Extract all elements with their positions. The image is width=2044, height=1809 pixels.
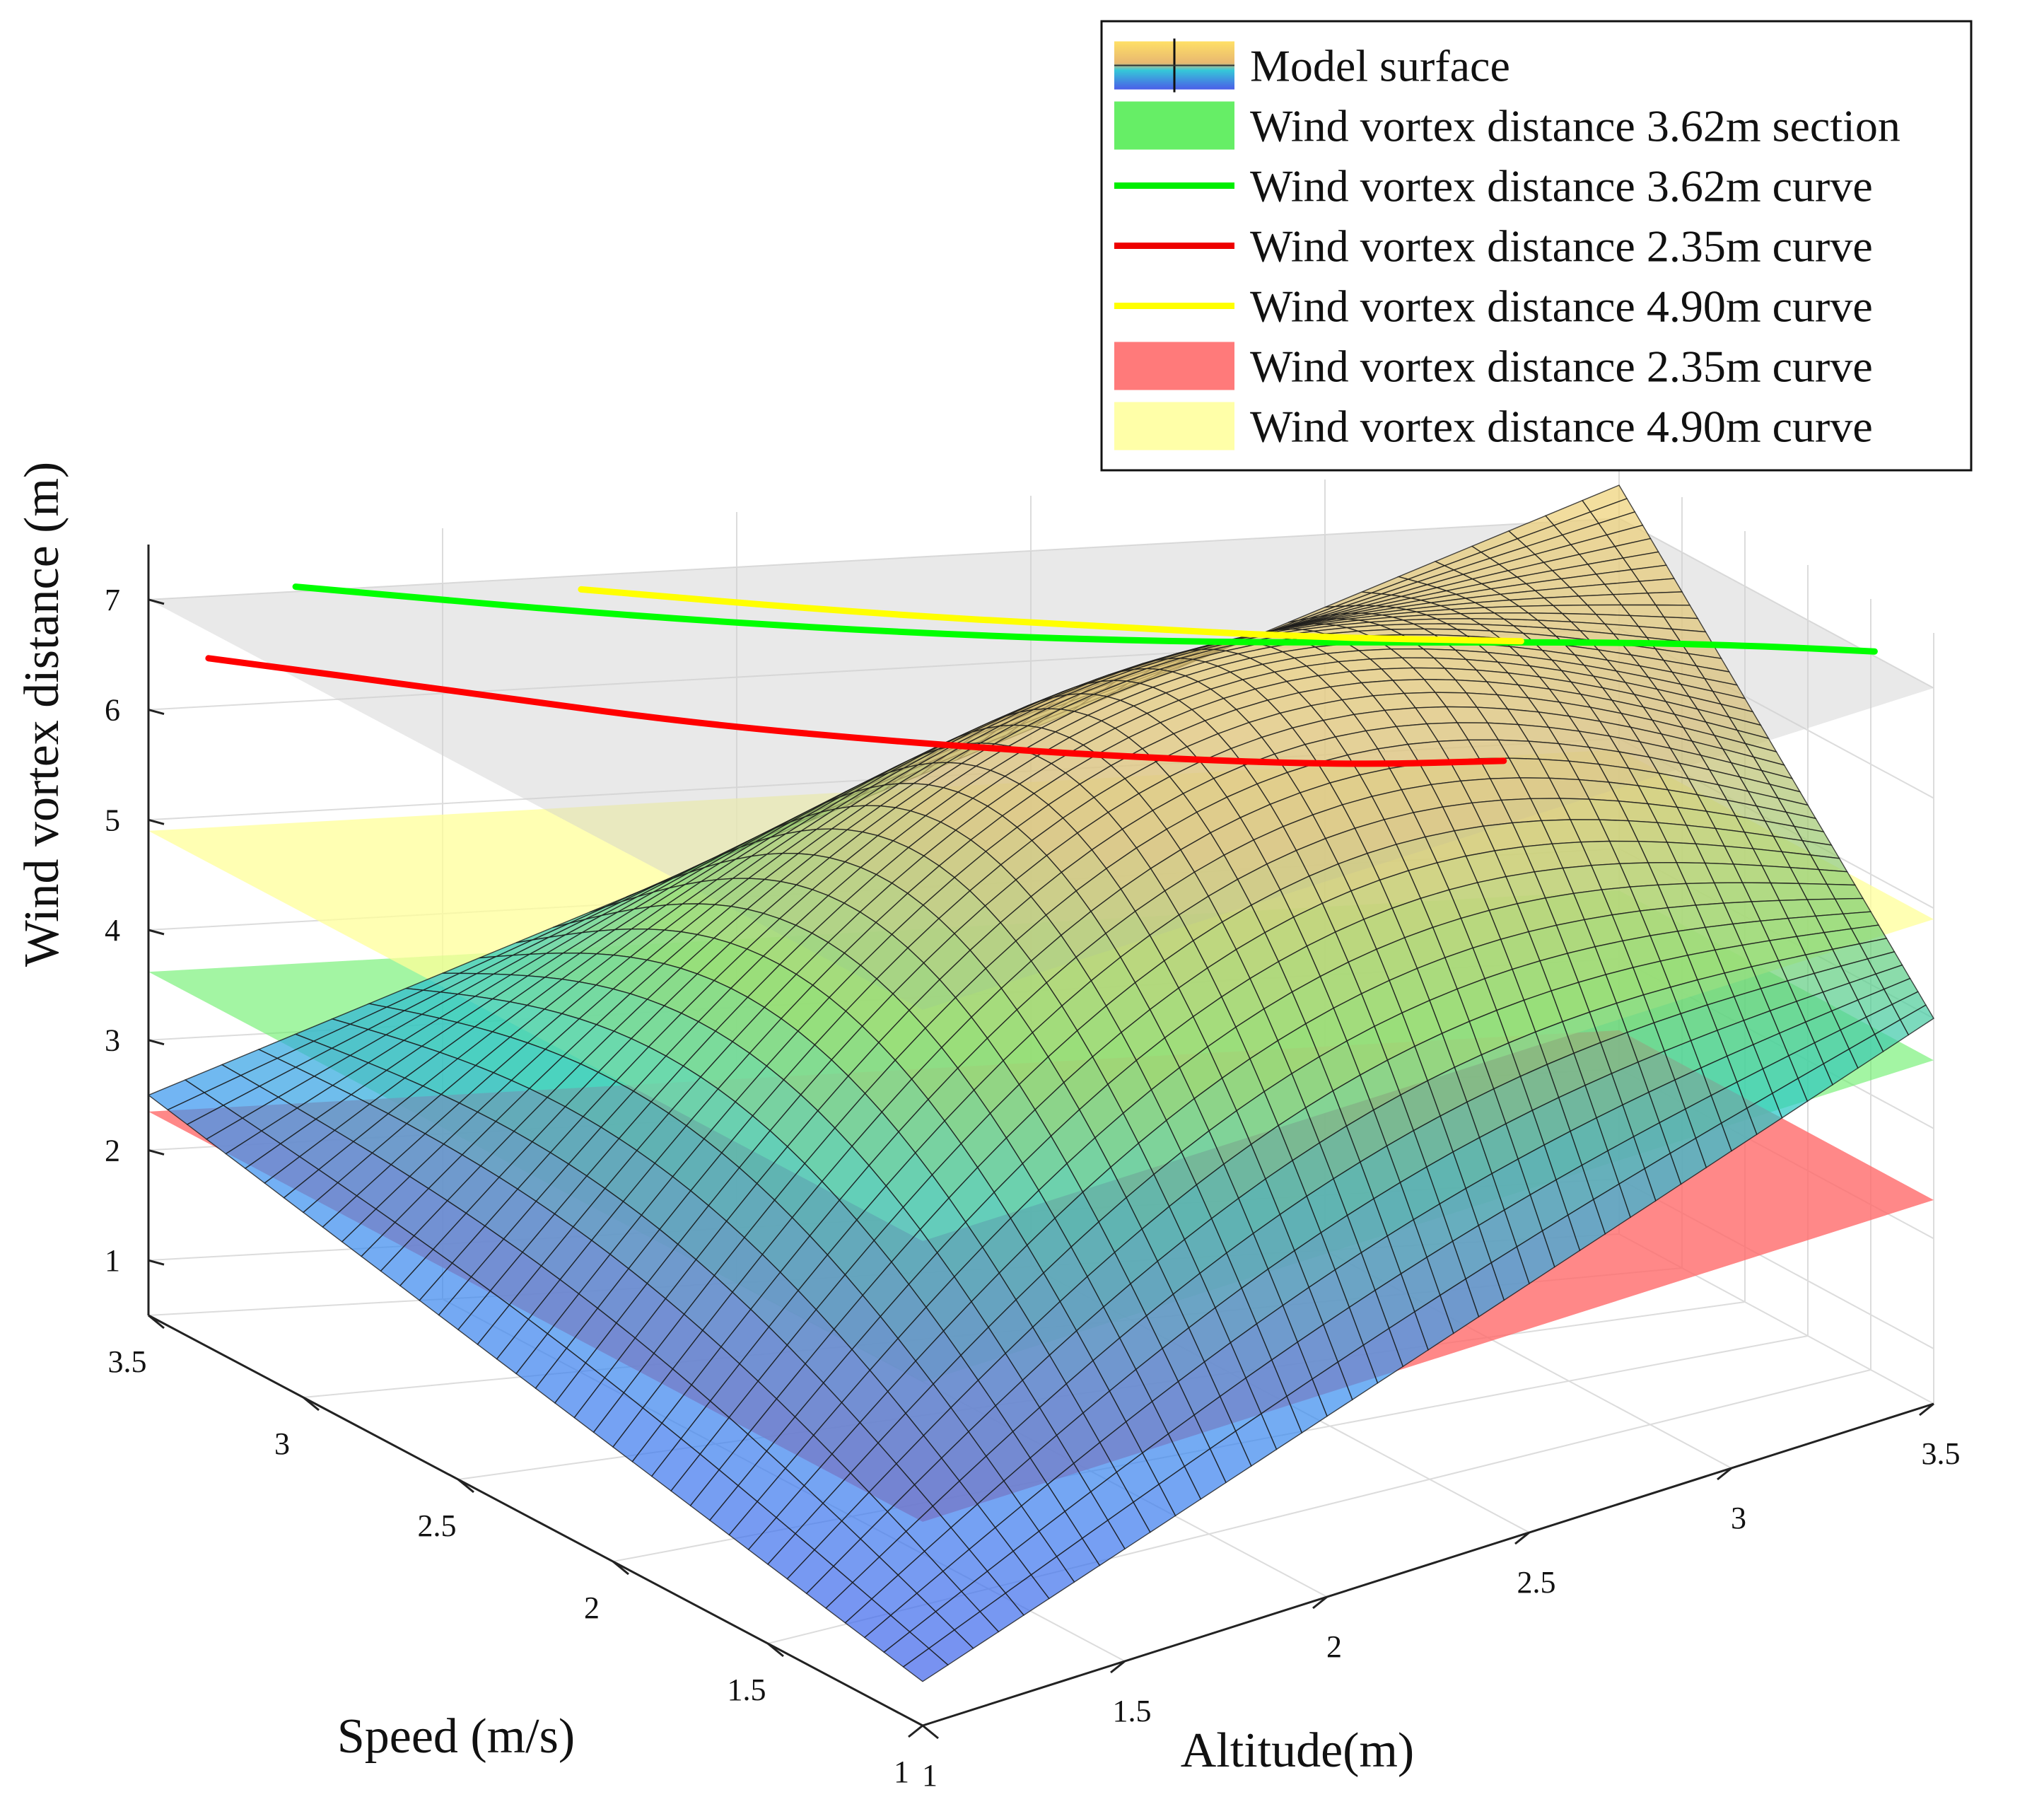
y-tick-label: 1.5 [1113,1694,1152,1728]
z-tick-mark [148,598,165,605]
legend-entry-label: Model surface [1250,41,1510,91]
y-tick-label: 2.5 [1517,1565,1556,1600]
model-surface [147,484,1934,1682]
axis-labels: Wind vortex distance (m) Speed (m/s) Alt… [15,462,1961,1793]
y-axis-line [922,1402,1934,1727]
z-tick-mark [148,709,165,716]
z-tick-label: 7 [105,583,120,617]
z-tick-mark [148,818,165,825]
x-tick-label: 3.5 [108,1344,147,1379]
x-tick-mark [148,1314,165,1330]
y-tick-mark [1717,1467,1732,1481]
y-tick-mark [1514,1531,1530,1545]
z-axis-title: Wind vortex distance (m) [15,462,69,967]
y-axis-title: Altitude(m) [1181,1723,1414,1778]
x-tick-mark [612,1560,629,1576]
x-axis-line [148,1314,923,1727]
y-tick-mark [908,1724,923,1738]
z-tick-mark [148,1039,165,1046]
z-tick-label: 6 [105,693,120,728]
legend-entry-label: Wind vortex distance 2.35m curve [1250,221,1873,272]
legend-entry-label: Wind vortex distance 4.90m curve [1250,281,1873,332]
contour-curve [292,583,1878,655]
x-tick-mark [303,1396,320,1412]
legend: Model surface Wind vortex distance 3.62m … [1100,20,1973,472]
legend-entry-label: Wind vortex distance 4.90m curve [1250,402,1873,452]
x-tick-mark [767,1642,784,1658]
z-tick-label: 2 [105,1133,120,1168]
y-tick-label: 3.5 [1922,1436,1961,1471]
z-tick-label: 3 [105,1023,120,1058]
x-tick-label: 2 [584,1590,600,1625]
x-tick-label: 1.5 [728,1673,766,1707]
contour-curves [205,583,1878,767]
legend-entry-label: Wind vortex distance 3.62m section [1250,101,1900,151]
y-tick-mark [1312,1595,1328,1610]
y-tick-mark [1919,1402,1934,1417]
legend-entry-label: Wind vortex distance 2.35m curve [1250,342,1873,392]
contour-curve [205,655,1507,767]
y-tick-mark [1110,1660,1126,1674]
legend-box [1100,20,1973,472]
x-tick-label: 3 [274,1426,290,1461]
legend-swatch-patch [1114,101,1234,150]
z-tick-mark [148,929,165,936]
y-tick-label: 3 [1731,1501,1746,1535]
z-tick-label: 5 [105,803,120,837]
z-tick-mark [148,1259,165,1266]
z-tick-mark [148,1148,165,1156]
legend-swatch-patch [1114,342,1234,390]
x-tick-label: 1 [894,1755,909,1789]
legend-entry-label: Wind vortex distance 3.62m curve [1250,161,1873,211]
y-tick-label: 1 [922,1758,938,1793]
z-tick-label: 4 [105,913,120,948]
y-tick-label: 2 [1326,1629,1342,1664]
x-axis-title: Speed (m/s) [337,1709,575,1764]
z-tick-label: 1 [105,1243,120,1278]
surface-cell [902,1648,949,1682]
x-tick-label: 2.5 [418,1508,457,1543]
axes [147,545,1934,1740]
x-tick-mark [922,1724,939,1740]
x-tick-mark [457,1478,474,1494]
contour-curve [578,586,1524,645]
legend-swatch-patch [1114,402,1234,450]
